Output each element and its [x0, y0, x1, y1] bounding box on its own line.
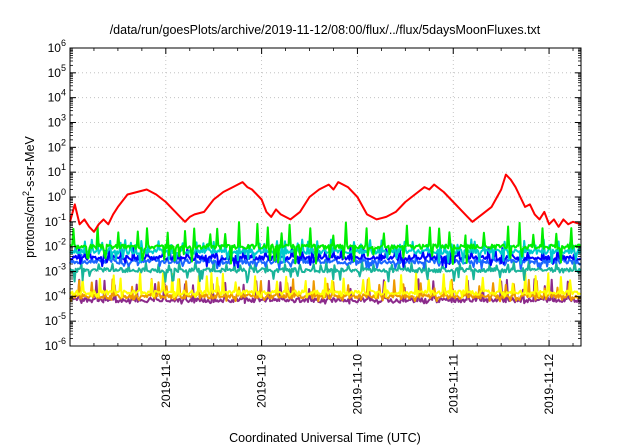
- y-tick-label-exponent: 3: [61, 113, 66, 123]
- y-tick-label-exponent: -5: [58, 311, 66, 321]
- x-tick-label: 2019-11-9: [255, 354, 269, 408]
- y-axis-label-rest: -s-sr-MeV: [23, 135, 37, 191]
- y-tick-label-exponent: 2: [61, 137, 66, 147]
- y-tick-label: 106: [48, 38, 66, 55]
- y-tick-label: 104: [48, 88, 66, 105]
- y-tick-label: 10-3: [45, 262, 66, 279]
- y-tick-label-exponent: -6: [58, 336, 66, 346]
- y-axis-label-main: protons/cm: [23, 196, 37, 258]
- y-tick-label-base: 10: [45, 339, 59, 353]
- y-tick-label-base: 10: [45, 215, 59, 229]
- series-line: [69, 221, 582, 265]
- y-tick-label-base: 10: [48, 165, 62, 179]
- y-axis-label-superscript: 2: [21, 191, 31, 196]
- y-tick-label: 101: [48, 162, 66, 179]
- series-group: [69, 173, 582, 305]
- y-tick-label: 103: [48, 113, 66, 130]
- series-line: [69, 278, 582, 305]
- series-line: [69, 173, 582, 233]
- y-tick-label-exponent: -4: [58, 286, 66, 296]
- y-tick-label: 10-4: [45, 286, 66, 303]
- y-tick-label-base: 10: [48, 190, 62, 204]
- y-tick-label-exponent: 4: [61, 88, 66, 98]
- series-line: [69, 238, 582, 265]
- series-line: [69, 259, 582, 284]
- y-tick-label: 10-6: [45, 336, 66, 353]
- y-tick-label-base: 10: [45, 289, 59, 303]
- x-tick-label: 2019-11-11: [446, 354, 460, 414]
- y-tick-label: 10-1: [45, 212, 66, 229]
- y-tick-label-base: 10: [48, 116, 62, 130]
- y-tick-label-exponent: -1: [58, 212, 66, 222]
- y-tick-label-base: 10: [48, 91, 62, 105]
- y-tick-label: 10-2: [45, 237, 66, 254]
- x-tick-label: 2019-11-12: [542, 354, 556, 415]
- y-tick-label-base: 10: [45, 240, 59, 254]
- y-tick-label-exponent: -2: [58, 237, 66, 247]
- chart-title: /data/run/goesPlots/archive/2019-11-12/0…: [110, 23, 541, 37]
- y-tick-label: 100: [48, 187, 66, 204]
- y-tick-label: 105: [48, 63, 66, 80]
- x-axis-label: Coordinated Universal Time (UTC): [229, 431, 421, 445]
- y-tick-label-base: 10: [45, 314, 59, 328]
- y-tick-label-base: 10: [48, 41, 62, 55]
- axis-ticks: 10-610-510-410-310-210-11001011021031041…: [45, 38, 581, 415]
- y-tick-label-exponent: 6: [61, 38, 66, 48]
- x-tick-label: 2019-11-10: [350, 354, 364, 415]
- y-tick-label-exponent: -3: [58, 262, 66, 272]
- y-tick-label: 102: [48, 137, 66, 154]
- y-tick-label-exponent: 0: [61, 187, 66, 197]
- y-tick-label: 10-5: [45, 311, 66, 328]
- y-axis-label: protons/cm2-s-sr-MeV: [21, 135, 37, 257]
- x-tick-label: 2019-11-8: [159, 354, 173, 408]
- series-line: [69, 271, 582, 299]
- y-tick-label-exponent: 5: [61, 63, 66, 73]
- y-tick-label-base: 10: [45, 265, 59, 279]
- y-tick-label-base: 10: [48, 140, 62, 154]
- y-tick-label-base: 10: [48, 66, 62, 80]
- y-tick-label-exponent: 1: [61, 162, 66, 172]
